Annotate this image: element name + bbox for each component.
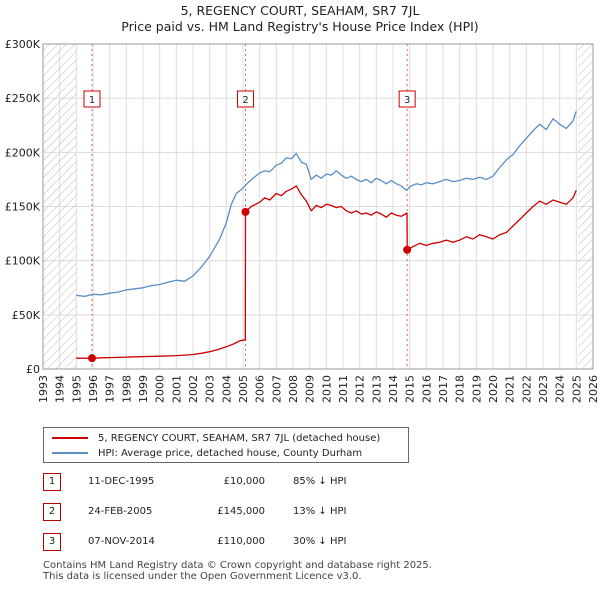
sale-date: 11-DEC-1995: [88, 476, 155, 487]
x-tick-label: 2005: [237, 375, 250, 403]
legend-swatch-property: [52, 437, 88, 439]
x-tick-label: 2007: [270, 375, 283, 403]
sale-row: 2 24-FEB-2005 £145,000 13% ↓ HPI: [43, 503, 403, 521]
sale-label-text: 3: [404, 95, 410, 106]
x-tick-label: 1997: [104, 375, 117, 403]
footer-copyright: Contains HM Land Registry data © Crown c…: [43, 560, 432, 571]
sale-row: 1 11-DEC-1995 £10,000 85% ↓ HPI: [43, 473, 403, 491]
sale-label-text: 2: [242, 95, 248, 106]
footer: Contains HM Land Registry data © Crown c…: [43, 560, 432, 582]
chart-subtitle: Price paid vs. HM Land Registry's House …: [121, 19, 479, 34]
x-tick-label: 2014: [387, 375, 400, 403]
sale-label-box: [398, 90, 416, 108]
sale-price: £10,000: [223, 476, 265, 487]
x-tick-label: 2002: [187, 375, 200, 403]
x-tick-label: 2015: [404, 375, 417, 403]
x-tick-label: 2010: [320, 375, 333, 403]
legend-item-hpi: HPI: Average price, detached house, Coun…: [52, 446, 362, 460]
sale-number-badge: 2: [43, 503, 61, 521]
x-tick-label: 1998: [120, 375, 133, 403]
x-tick-label: 2008: [287, 375, 300, 403]
y-tick-label: £150K: [5, 201, 41, 214]
x-tick-label: 2012: [354, 375, 367, 403]
legend-label-property: 5, REGENCY COURT, SEAHAM, SR7 7JL (detac…: [98, 432, 381, 444]
x-tick-label: 2020: [487, 375, 500, 403]
series-lines: [76, 110, 577, 359]
x-tick-label: 2016: [420, 375, 433, 403]
x-tick-label: 1994: [54, 375, 67, 403]
sale-markers: 1 2 3: [83, 90, 416, 363]
x-tick-label: 1999: [137, 375, 150, 403]
sale-point: [241, 207, 250, 216]
series-line-hpi: [76, 110, 577, 298]
hatched-region: [578, 44, 593, 369]
sale-price: £145,000: [217, 506, 265, 517]
y-tick-label: £300K: [5, 38, 41, 51]
x-tick-label: 2004: [220, 375, 233, 403]
y-tick-label: £50K: [12, 309, 41, 322]
sale-label-text: 1: [89, 95, 95, 106]
axes: 1993 1994 1995 1996 1997 1998 1999 2000 2001 2002…: [5, 38, 600, 403]
x-tick-label: 2001: [170, 375, 183, 403]
series-line-property: [76, 185, 577, 359]
x-tick-label: 1995: [70, 375, 83, 403]
y-tick-label: £0: [26, 363, 40, 376]
x-tick-label: 2023: [537, 375, 550, 403]
footer-licence: This data is licensed under the Open Gov…: [43, 571, 362, 582]
y-tick-label: £250K: [5, 92, 41, 105]
x-tick-label: 2022: [520, 375, 533, 403]
x-tick-label: 2018: [454, 375, 467, 403]
x-tick-label: 2021: [504, 375, 517, 403]
sale-hpi-diff: 13% ↓ HPI: [293, 506, 347, 517]
x-tick-label: 1996: [87, 375, 100, 403]
sale-hpi-diff: 85% ↓ HPI: [293, 476, 347, 487]
x-tick-label: 2026: [587, 375, 600, 403]
sale-number-badge: 1: [43, 473, 61, 491]
sale-point: [88, 354, 96, 363]
sale-point: [403, 245, 412, 254]
hatched-region: [43, 44, 77, 369]
legend-item-property: 5, REGENCY COURT, SEAHAM, SR7 7JL (detac…: [52, 431, 380, 445]
hatched-regions: [43, 44, 593, 369]
sale-row: 3 07-NOV-2014 £110,000 30% ↓ HPI: [43, 533, 403, 551]
legend-swatch-hpi: [52, 452, 88, 454]
sale-date: 24-FEB-2005: [88, 506, 153, 517]
y-tick-label: £200K: [5, 146, 41, 159]
x-tick-label: 2025: [570, 375, 583, 403]
x-tick-label: 2011: [337, 375, 350, 403]
x-tick-label: 2009: [304, 375, 317, 403]
sale-label-box: [237, 90, 254, 108]
x-tick-label: 2003: [204, 375, 217, 403]
x-tick-label: 2019: [470, 375, 483, 403]
x-tick-label: 2013: [370, 375, 383, 403]
sale-number-badge: 3: [43, 533, 61, 551]
chart-title: 5, REGENCY COURT, SEAHAM, SR7 7JL: [180, 3, 420, 18]
plot-border: [42, 43, 594, 370]
x-tick-label: 2006: [254, 375, 267, 403]
sale-price: £110,000: [217, 536, 265, 547]
legend: 5, REGENCY COURT, SEAHAM, SR7 7JL (detac…: [43, 427, 409, 463]
sale-label-box: [83, 90, 101, 108]
legend-label-hpi: HPI: Average price, detached house, Coun…: [98, 447, 363, 459]
price-chart: 1 2 3 1993 1994 1995 1996 1997 1998 1999 2000 2001…: [5, 38, 600, 403]
x-tick-label: 2024: [554, 375, 567, 403]
x-tick-label: 2017: [437, 375, 450, 403]
x-tick-label: 1993: [37, 375, 50, 403]
x-tick-label: 2000: [154, 375, 167, 403]
sale-date: 07-NOV-2014: [88, 536, 155, 547]
y-tick-label: £100K: [5, 255, 41, 268]
sale-hpi-diff: 30% ↓ HPI: [293, 536, 347, 547]
